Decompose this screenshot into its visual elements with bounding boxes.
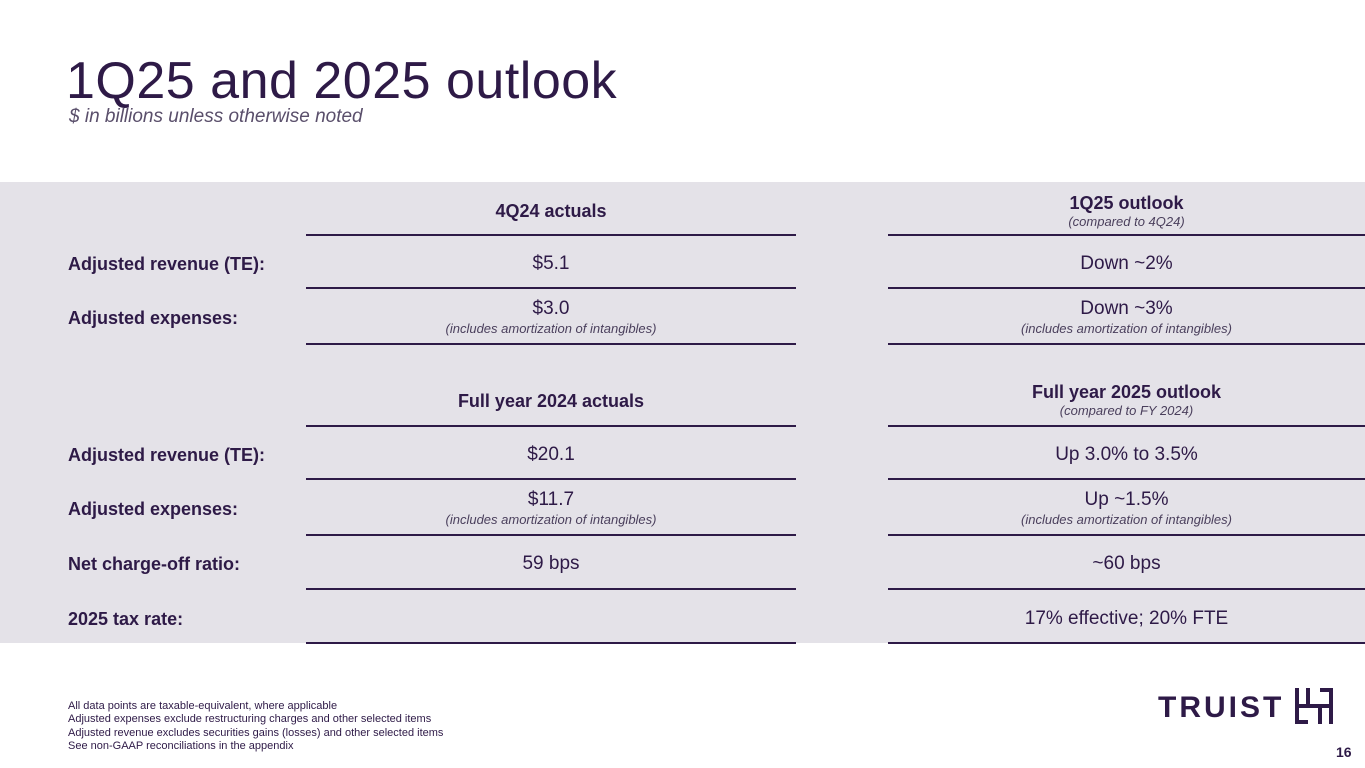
divider [888,425,1365,427]
truist-logo-mark-icon [1294,686,1334,731]
divider [306,588,796,590]
divider [306,287,796,289]
divider [888,588,1365,590]
q1-adjusted-revenue-outlook: Down ~2% [1080,253,1173,274]
row-label-adjusted-expenses: Adjusted expenses: [68,499,239,519]
fy24-net-charge-off-value: 59 bps [522,553,580,574]
page-title: 1Q25 and 2025 outlook [66,52,618,110]
row-label-adjusted-revenue: Adjusted revenue (TE): [68,254,266,274]
outlook-table-band [0,182,1365,643]
footnote: Adjusted expenses exclude restructuring … [68,713,432,726]
footnotes: All data points are taxable-equivalent, … [68,700,443,753]
truist-logo: TRUIST [1158,686,1334,731]
divider [306,642,796,644]
q1-adjusted-expenses-outlook: Down ~3% (includes amortization of intan… [1021,298,1232,336]
footnote: See non-GAAP reconciliations in the appe… [68,739,294,752]
page-number: 16 [1336,744,1352,760]
fy25-tax-rate-outlook: 17% effective; 20% FTE [1024,608,1229,629]
divider [888,534,1365,536]
divider [888,234,1365,236]
divider [306,234,796,236]
divider [306,478,796,480]
divider [888,343,1365,345]
footnote: Adjusted revenue excludes securities gai… [68,726,444,739]
section1-outlook-subheader: (compared to 4Q24) [1068,214,1185,229]
fy25-net-charge-off-outlook: ~60 bps [1092,553,1161,574]
section1-outlook-header: 1Q25 outlook (compared to 4Q24) [888,192,1365,230]
row-label-adjusted-expenses: Adjusted expenses: [68,308,239,328]
row-label-adjusted-revenue: Adjusted revenue (TE): [68,445,266,465]
divider [888,478,1365,480]
divider [888,642,1365,644]
q4-adjusted-expenses-value: $3.0 (includes amortization of intangibl… [445,298,657,336]
fy24-adjusted-revenue-value: $20.1 [527,444,575,465]
divider [306,425,796,427]
divider [306,534,796,536]
divider [306,343,796,345]
fy25-adjusted-expenses-outlook: Up ~1.5% (includes amortization of intan… [1021,489,1232,527]
section2-outlook-subheader: (compared to FY 2024) [1059,403,1194,418]
section1-actuals-header: 4Q24 actuals [495,201,607,221]
section2-outlook-header: Full year 2025 outlook (compared to FY 2… [888,381,1365,419]
section2-actuals-header: Full year 2024 actuals [457,391,645,411]
row-label-tax-rate: 2025 tax rate: [68,609,184,629]
logo-wordmark: TRUIST [1158,691,1285,724]
page-subtitle: $ in billions unless otherwise noted [69,106,363,127]
fy25-adjusted-revenue-outlook: Up 3.0% to 3.5% [1055,444,1198,465]
fy24-adjusted-expenses-value: $11.7 (includes amortization of intangib… [445,489,657,527]
divider [888,287,1365,289]
footnote: All data points are taxable-equivalent, … [68,700,338,712]
row-label-net-charge-off-ratio: Net charge-off ratio: [68,554,241,574]
q4-adjusted-revenue-value: $5.1 [532,253,570,274]
